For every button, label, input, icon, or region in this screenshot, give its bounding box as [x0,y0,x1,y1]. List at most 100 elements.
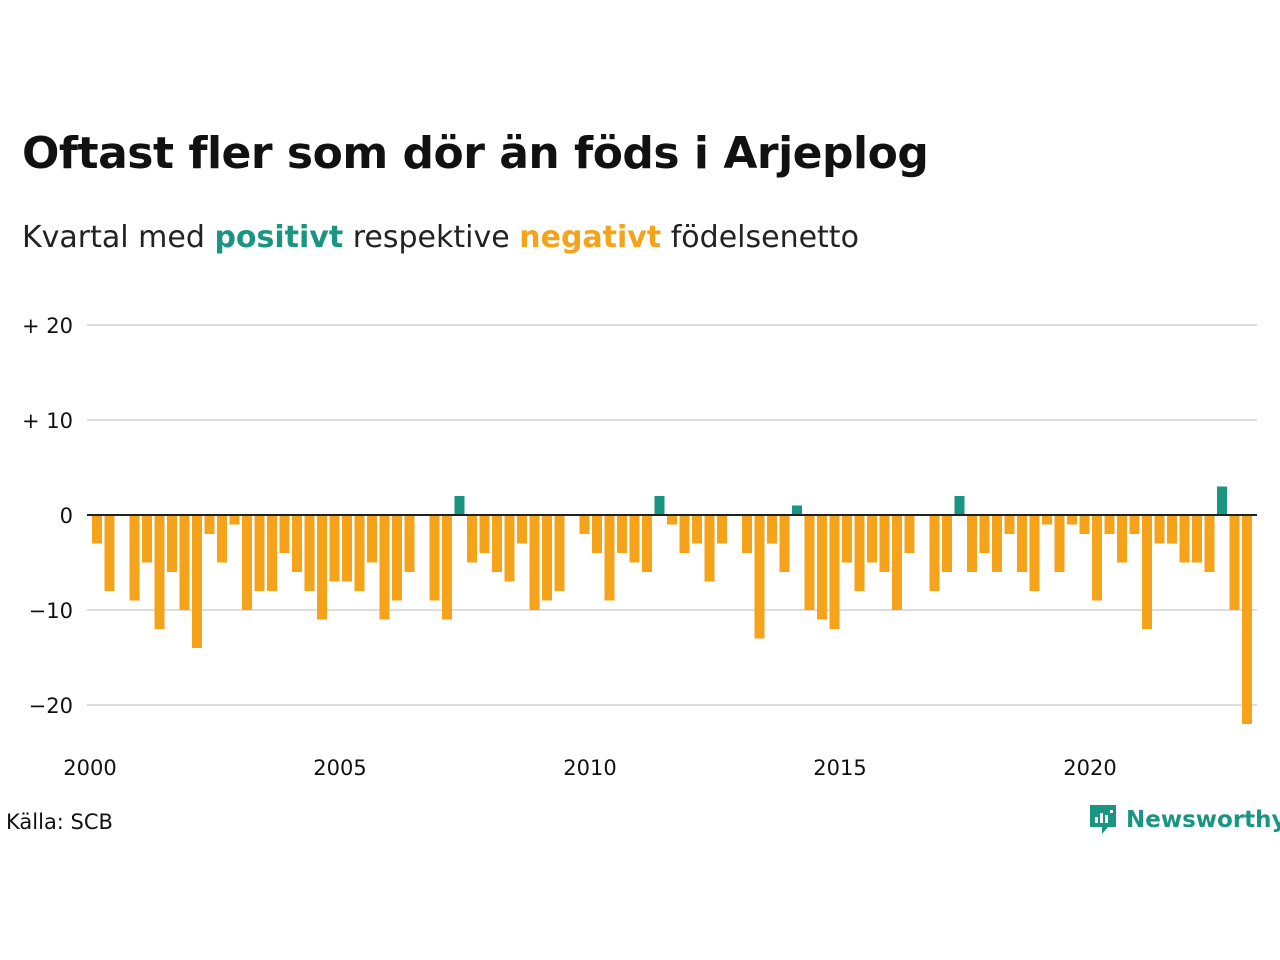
bar-negative [404,515,415,572]
subtitle-suffix: födelsenetto [670,220,859,255]
bar-negative [492,515,502,572]
bar-negative [1004,515,1015,534]
bar-negative [642,515,652,572]
bar-negative [367,515,377,563]
bar-negative [529,515,540,610]
bar-negative [1229,515,1240,610]
x-axis-labels: 2000 2005 2010 2015 2020 [63,756,1116,780]
x-tick-label: 2015 [813,756,866,780]
bar-negative [879,515,890,572]
bar-negative [329,515,340,582]
bar-negative [204,515,215,534]
bar-negative [354,515,365,591]
bar-negative [1067,515,1077,525]
bar-negative [1154,515,1165,544]
bar-positive [792,505,802,515]
bar-negative [604,515,615,601]
bar-negative [442,515,452,620]
bar-negative [254,515,265,591]
bar-negative [904,515,915,553]
bar-negative [1204,515,1215,572]
bar-negative [1129,515,1140,534]
subtitle-middle: respektive [352,220,510,255]
bar-negative [767,515,777,544]
bar-negative [629,515,640,563]
y-tick-label: + 10 [22,409,73,433]
bar-negative [1104,515,1115,534]
bar-negative [317,515,327,620]
x-tick-label: 2010 [563,756,616,780]
bar-negative [504,515,515,582]
x-tick-label: 2000 [63,756,116,780]
bar-negative [804,515,815,610]
bar-negative [1017,515,1027,572]
bar-negative [779,515,790,572]
bar-negative [167,515,177,572]
bar-negative [742,515,752,553]
bar-negative [467,515,477,563]
bar-negative [179,515,190,610]
bar-negative [992,515,1002,572]
bar-positive [454,496,465,515]
y-axis-labels: + 20 + 10 0 −10 −20 [22,314,73,718]
grid-layer [87,324,1257,706]
bar-negative [1079,515,1090,534]
bar-negative [304,515,315,591]
bar-positive [654,496,665,515]
bar-negative [717,515,727,544]
bar-negative [267,515,277,591]
subtitle-negative-word: negativt [519,220,662,255]
bar-negative [892,515,902,610]
logo-text: Newsworthy [1126,807,1280,833]
bars-layer [92,486,1252,724]
bar-chart: + 20 + 10 0 −10 −20 2000 2005 2010 2015 2020 [22,314,1257,780]
bar-negative [617,515,627,553]
bar-negative [279,515,290,553]
bar-negative [142,515,152,563]
bar-negative [842,515,852,563]
bar-negative [517,515,527,544]
bar-negative [242,515,252,610]
bar-negative [154,515,165,629]
bar-negative [867,515,877,563]
bar-negative [967,515,977,572]
bar-negative [1192,515,1202,563]
bar-negative [579,515,590,534]
bar-negative [229,515,240,525]
bar-negative [667,515,677,525]
bar-negative [1167,515,1177,544]
bar-negative [554,515,565,591]
bar-negative [92,515,102,544]
bar-negative [479,515,490,553]
bar-negative [817,515,827,620]
subtitle-prefix: Kvartal med [22,220,205,255]
bar-negative [854,515,865,591]
y-tick-label: 0 [60,504,73,528]
source-note: Källa: SCB [6,810,113,834]
bar-negative [129,515,140,601]
bar-positive [1217,486,1227,515]
bar-negative [692,515,702,544]
bar-negative [1117,515,1127,563]
bar-negative [679,515,690,553]
bar-negative [704,515,715,582]
bar-negative [1029,515,1040,591]
x-tick-label: 2020 [1063,756,1116,780]
bar-negative [1242,515,1252,724]
bar-positive [954,496,965,515]
bar-negative [1142,515,1152,629]
bar-negative [192,515,202,648]
bar-negative [1179,515,1190,563]
bar-negative [979,515,990,553]
bar-negative [379,515,390,620]
bar-negative [292,515,302,572]
chart-subtitle: Kvartal med positivt respektive negativt… [22,220,859,255]
bar-negative [1092,515,1102,601]
bar-negative [429,515,440,601]
bar-negative [392,515,402,601]
bar-negative [342,515,352,582]
bar-negative [829,515,840,629]
newsworthy-logo-icon [1090,805,1116,834]
newsworthy-logo: Newsworthy [1088,803,1280,837]
bar-negative [1054,515,1065,572]
